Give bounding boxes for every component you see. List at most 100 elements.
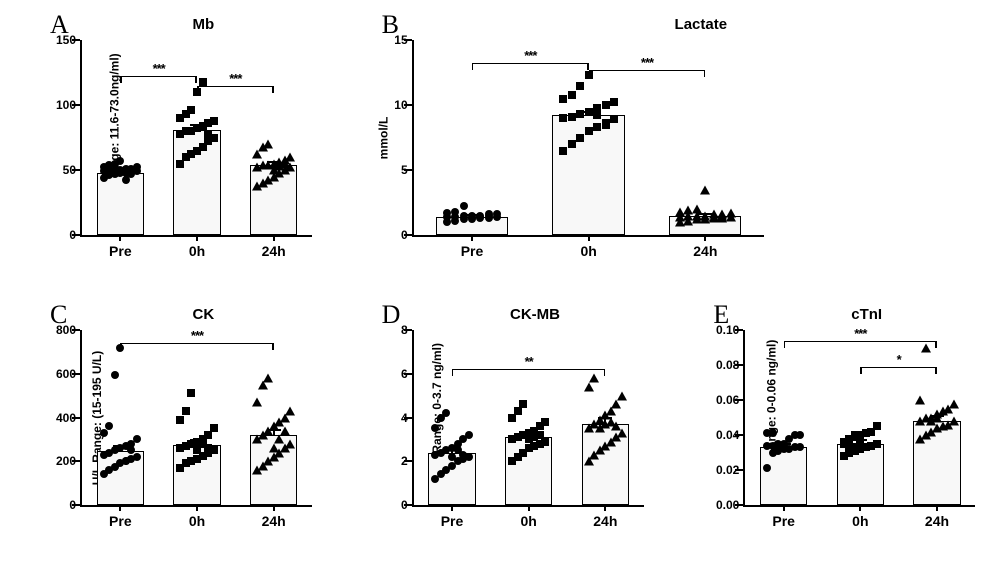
x-tick-label: Pre [461, 243, 484, 259]
y-tick-label: 2 [401, 454, 408, 468]
data-point [593, 123, 601, 131]
x-tick-label: 0h [852, 513, 868, 529]
y-tick-label: 0 [401, 228, 408, 242]
data-point [443, 209, 451, 217]
significance-label: *** [229, 71, 241, 86]
data-point [111, 371, 119, 379]
data-point [493, 210, 501, 218]
x-tick-label: Pre [109, 243, 132, 259]
y-tick-label: 8 [401, 323, 408, 337]
data-point [856, 438, 864, 446]
data-point [269, 444, 279, 453]
bar [97, 173, 145, 235]
chart-area: mmol/L051015Pre0h24h****** [412, 40, 764, 237]
data-point [105, 422, 113, 430]
x-tick-label: 24h [262, 243, 286, 259]
y-tick-label: 5 [401, 163, 408, 177]
data-point [460, 212, 468, 220]
significance-label: *** [524, 48, 536, 63]
y-tick-label: 0 [69, 498, 76, 512]
bar [173, 130, 221, 235]
data-point [568, 91, 576, 99]
significance-label: * [897, 352, 901, 367]
data-point [431, 424, 439, 432]
data-point [593, 104, 601, 112]
y-tick-label: 0.06 [716, 393, 739, 407]
data-point [541, 418, 549, 426]
data-point [122, 176, 130, 184]
data-point [122, 457, 130, 465]
data-point [280, 159, 290, 168]
x-tick-label: 24h [262, 513, 286, 529]
significance-label: *** [854, 326, 866, 341]
data-point [949, 417, 959, 426]
data-point [210, 424, 218, 432]
data-point [780, 442, 788, 450]
data-point [584, 382, 594, 391]
y-tick-label: 4 [401, 411, 408, 425]
data-point [617, 391, 627, 400]
significance-bar: *** [589, 70, 706, 71]
x-tick-label: 0h [189, 513, 205, 529]
y-axis-label: mmol/L [376, 116, 390, 159]
y-tick-label: 0 [401, 498, 408, 512]
panel-letter: D [382, 300, 401, 330]
y-tick-label: 150 [56, 33, 76, 47]
chart-title: CK [80, 306, 327, 323]
data-point [459, 451, 467, 459]
significance-label: *** [191, 328, 203, 343]
significance-bar: ** [452, 369, 605, 370]
data-point [465, 431, 473, 439]
data-point [796, 431, 804, 439]
data-point [559, 95, 567, 103]
chart-title: cTnI [743, 306, 990, 323]
chart-area: ng/ml (Range: 0-3.7 ng/ml)02468Pre0h24h*… [412, 330, 644, 507]
data-point [476, 213, 484, 221]
y-tick-label: 15 [394, 33, 407, 47]
y-tick-label: 800 [56, 323, 76, 337]
bar [760, 447, 808, 505]
significance-bar: *** [120, 343, 273, 344]
data-point [796, 443, 804, 451]
panel-A: AMbng/ml (Range: 11.6-73.0ng/ml)05010015… [10, 10, 327, 290]
data-point [576, 110, 584, 118]
data-point [602, 101, 610, 109]
panel-E: EcTnIng/ml (Range: 0-0.06 ng/ml)0.000.02… [673, 300, 990, 560]
data-point [116, 157, 124, 165]
data-point [576, 82, 584, 90]
y-tick-label: 400 [56, 411, 76, 425]
panel-C: CCKU/L Range: (15-195 U/L)0200400600800P… [10, 300, 327, 560]
data-point [949, 399, 959, 408]
data-point [274, 435, 284, 444]
x-tick-label: 0h [520, 513, 536, 529]
x-tick-label: Pre [441, 513, 464, 529]
x-tick-label: 0h [189, 243, 205, 259]
data-point [263, 374, 273, 383]
data-point [127, 170, 135, 178]
data-point [611, 400, 621, 409]
x-tick-label: 24h [693, 243, 717, 259]
x-tick-label: 24h [593, 513, 617, 529]
data-point [176, 416, 184, 424]
data-point [204, 444, 212, 452]
chart-area: ng/ml (Range: 0-0.06 ng/ml)0.000.020.040… [743, 330, 975, 507]
data-point [921, 343, 931, 352]
data-point [280, 426, 290, 435]
data-point [568, 140, 576, 148]
data-point [593, 111, 601, 119]
y-tick-label: 0.02 [716, 463, 739, 477]
significance-bar: *** [472, 63, 589, 64]
data-point [769, 429, 777, 437]
data-point [611, 422, 621, 431]
data-point [873, 422, 881, 430]
y-tick-label: 0.08 [716, 358, 739, 372]
data-point [263, 140, 273, 149]
data-point [133, 435, 141, 443]
figure: AMbng/ml (Range: 11.6-73.0ng/ml)05010015… [10, 10, 990, 560]
data-point [199, 78, 207, 86]
data-point [252, 150, 262, 159]
data-point [187, 106, 195, 114]
significance-bar: *** [120, 76, 197, 77]
chart-title: CK-MB [412, 306, 659, 323]
data-point [536, 431, 544, 439]
